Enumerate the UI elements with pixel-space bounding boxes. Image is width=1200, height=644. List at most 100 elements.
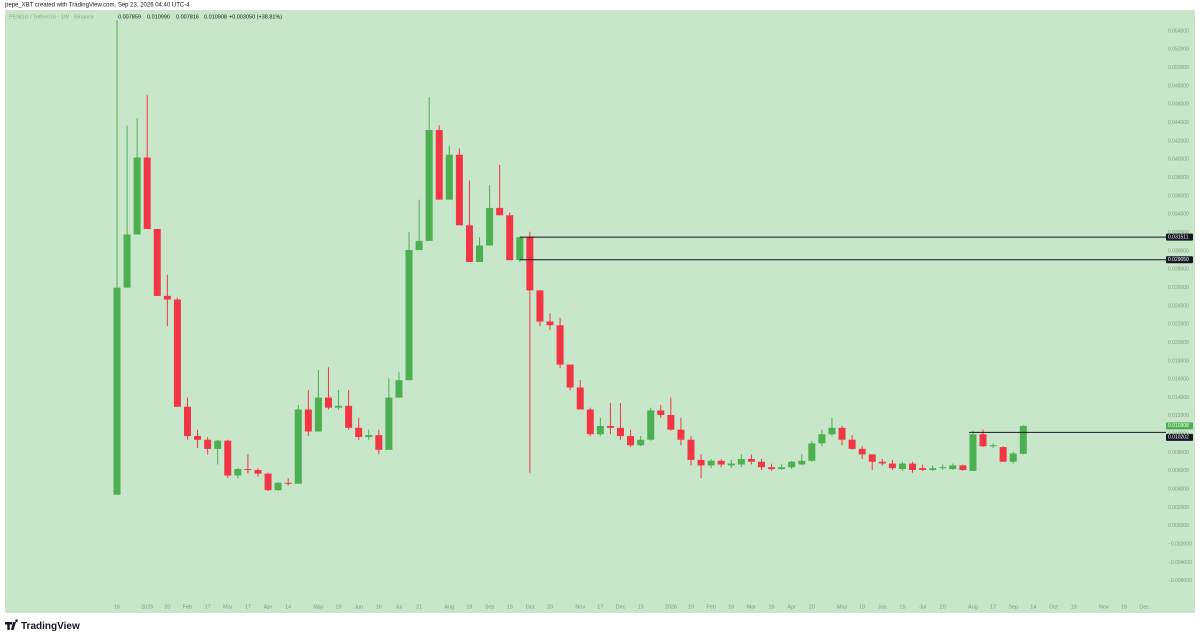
candle-body [898, 463, 906, 470]
y-tick-label: −0.006000 [1168, 578, 1192, 584]
x-tick-label: 19 [335, 604, 341, 610]
x-tick-label: Jul [919, 604, 926, 610]
x-tick-label: 2025 [141, 604, 153, 610]
candle-body [717, 460, 725, 465]
candle-body [113, 287, 121, 495]
candle-body [788, 461, 796, 468]
x-tick-label: Nov [1099, 604, 1109, 610]
candle-body [556, 325, 564, 365]
y-tick-label: 0.004000 [1168, 487, 1189, 493]
y-tick-label: 0.042000 [1168, 138, 1189, 144]
candle-body [173, 299, 181, 407]
x-tick-label: Feb [706, 604, 715, 610]
candle-body [546, 321, 554, 326]
y-tick-label: 0.018000 [1168, 358, 1189, 364]
candle-body [606, 425, 614, 428]
x-tick-label: Dec [1139, 604, 1149, 610]
x-tick-label: Jul [395, 604, 402, 610]
candle-body [737, 458, 745, 465]
x-tick-label: 18 [466, 604, 472, 610]
candle-body [768, 467, 776, 470]
change-value: +0.003050 (+38.81%) [229, 14, 282, 20]
plot-background [5, 10, 1195, 613]
last-price-label: 0.010908 [1168, 423, 1189, 429]
candle-body [818, 434, 826, 444]
candle-body [143, 157, 151, 229]
candle-body [224, 440, 232, 476]
y-tick-label: −0.002000 [1168, 542, 1192, 548]
candle-body [345, 405, 353, 428]
y-tick-label: −0.004000 [1168, 560, 1192, 566]
open-value: 0.007859 [118, 14, 141, 20]
candle-body [667, 414, 675, 430]
x-tick-label: Feb [183, 604, 192, 610]
y-tick-label: 0.034000 [1168, 212, 1189, 218]
candle-body [909, 463, 917, 470]
candle-body [153, 228, 161, 296]
x-tick-label: Sep [1008, 604, 1018, 610]
candle-body [496, 207, 504, 216]
y-tick-label: 0.032000 [1168, 230, 1189, 236]
x-tick-label: Nov [575, 604, 585, 610]
ohlc-legend: PENGU / TetherUS · 1W · Binance 0.007859… [9, 14, 282, 20]
y-tick-label: 0.038000 [1168, 175, 1189, 181]
candle-body [294, 409, 302, 484]
x-tick-label: May [313, 604, 324, 610]
candle-body [627, 436, 635, 446]
x-tick-label: Jun [878, 604, 887, 610]
candle-body [133, 157, 141, 235]
candle-body [194, 436, 202, 440]
candle-body [536, 290, 544, 322]
x-tick-label: 19 [1071, 604, 1077, 610]
candle-body [304, 409, 312, 432]
x-tick-label: 20 [547, 604, 553, 610]
candle-body [254, 469, 262, 474]
candle-body [687, 439, 695, 460]
candle-body [486, 207, 494, 246]
candle-body [324, 397, 332, 408]
high-value: 0.010990 [147, 14, 170, 20]
x-tick-label: Oct [1049, 604, 1058, 610]
candle-body [707, 460, 715, 466]
candle-body [123, 234, 131, 288]
candle-body [204, 439, 212, 449]
x-tick-label: 20 [164, 604, 170, 610]
candle-body [959, 465, 967, 470]
x-tick-label: Mar [747, 604, 757, 610]
candle-body [526, 237, 534, 291]
x-tick-label: Dec [616, 604, 626, 610]
candle-body [657, 410, 665, 415]
candle-body [375, 435, 383, 450]
y-tick-label: 0.000000 [1168, 523, 1189, 529]
y-tick-label: 0.036000 [1168, 193, 1189, 199]
x-tick-label: 21 [416, 604, 422, 610]
candle-body [385, 397, 393, 450]
level-label-box [1166, 433, 1193, 441]
logo-text: TradingView [21, 621, 80, 632]
candle-body [939, 467, 947, 469]
candle-body [566, 364, 574, 388]
candle-body [596, 425, 604, 435]
candle-body [697, 459, 705, 466]
y-tick-label: 0.002000 [1168, 505, 1189, 511]
y-tick-label: 0.022000 [1168, 322, 1189, 328]
x-tick-label: Jun [354, 604, 363, 610]
candle-body [506, 215, 514, 261]
candle-body [677, 429, 685, 440]
level-label: 0.031511 [1168, 234, 1189, 240]
candle-body [284, 482, 292, 484]
candle-body [637, 439, 645, 446]
x-tick-label: 16 [1121, 604, 1127, 610]
candle-body [314, 397, 322, 432]
candle-body [878, 461, 886, 464]
candle-body [476, 245, 484, 262]
candle-body [435, 130, 443, 200]
x-tick-label: 15 [638, 604, 644, 610]
candle-body [335, 405, 343, 408]
candle-body [244, 469, 252, 471]
candle-body [183, 406, 191, 437]
x-tick-label: 17 [205, 604, 211, 610]
x-tick-label: 2026 [665, 604, 677, 610]
x-tick-label: 17 [990, 604, 996, 610]
candle-body [838, 427, 846, 440]
